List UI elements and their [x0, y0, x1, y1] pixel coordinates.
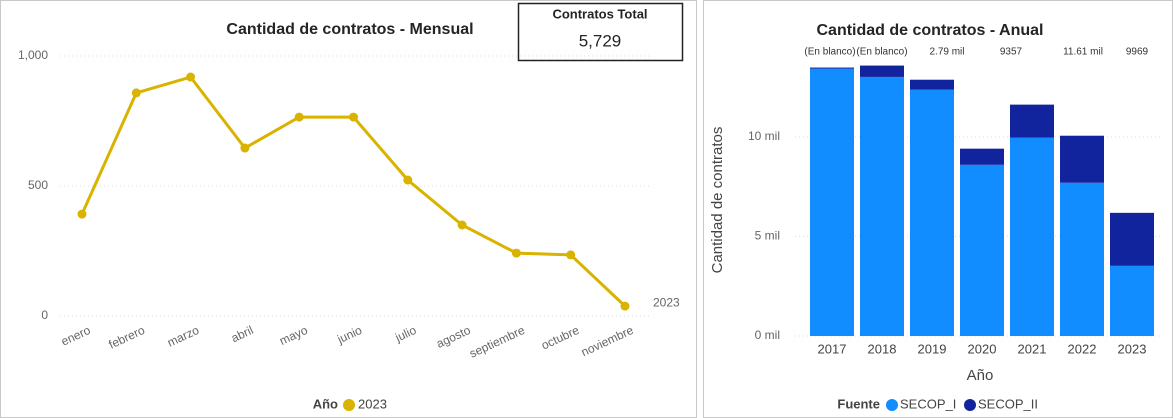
x-tick-label: 2018	[868, 341, 897, 356]
legend-title: Año	[313, 396, 338, 411]
line	[80, 75, 627, 308]
x-tick-label: febrero	[107, 323, 148, 352]
chart-title: Cantidad de contratos - Anual	[817, 22, 1044, 39]
bar-segment	[1110, 265, 1154, 336]
legend-label: 2023	[358, 396, 387, 411]
x-tick-label: julio	[392, 323, 418, 345]
x-tick-label: 2023	[1118, 341, 1147, 356]
point	[131, 88, 141, 98]
bar-segment	[910, 89, 954, 336]
bar-segment	[810, 68, 854, 337]
annotation: 11.61 mil	[1063, 47, 1103, 58]
card-value: 5,729	[579, 31, 622, 50]
legend-label: SECOP_I	[900, 396, 956, 411]
bar-segment	[960, 164, 1004, 336]
x-tick-label: enero	[59, 323, 93, 349]
annotation: (En blanco)	[804, 47, 855, 58]
point	[511, 248, 521, 258]
x-tick-label: 2017	[818, 341, 847, 356]
bar-segment	[910, 79, 954, 90]
x-tick-label: 2019	[918, 341, 947, 356]
annotation: 2.79 mil	[929, 47, 964, 58]
bar-segment	[810, 67, 854, 69]
x-tick-label: 2020	[968, 341, 997, 356]
chart-title: Cantidad de contratos - Mensual	[226, 21, 473, 38]
bar-segment	[960, 148, 1004, 165]
point	[566, 250, 576, 260]
annotation: 9969	[1126, 47, 1149, 58]
legend-label: SECOP_II	[978, 396, 1038, 411]
bar-segment	[1010, 137, 1054, 336]
point	[77, 209, 87, 219]
y-tick-label: 10 mil	[748, 129, 780, 143]
legend-swatch	[886, 399, 898, 411]
y-tick-label: 500	[28, 178, 48, 192]
point	[403, 175, 413, 185]
x-tick-label: abril	[229, 323, 255, 345]
annotation: (En blanco)	[856, 47, 907, 58]
legend-swatch	[343, 399, 355, 411]
y-axis-title: Cantidad de contratos	[709, 127, 726, 274]
x-tick-label: septiembre	[467, 323, 527, 361]
card-title: Contratos Total	[552, 6, 647, 21]
series-label: 2023	[653, 295, 680, 309]
y-tick-label: 5 mil	[755, 229, 780, 243]
point	[240, 143, 250, 153]
x-tick-label: octubre	[539, 323, 581, 353]
legend-swatch	[964, 399, 976, 411]
point	[349, 112, 358, 122]
x-tick-label: agosto	[434, 323, 473, 351]
y-tick-label: 0 mil	[755, 328, 780, 342]
legend-title: Fuente	[837, 396, 880, 411]
y-tick-label: 1,000	[18, 48, 48, 62]
bar-segment	[1010, 104, 1054, 138]
annotation: 9357	[1000, 47, 1023, 58]
x-tick-label: 2022	[1068, 341, 1097, 356]
x-tick-label: junio	[334, 323, 364, 347]
point	[457, 220, 467, 230]
x-tick-label: noviembre	[579, 323, 636, 360]
point	[620, 301, 630, 311]
bar-segment	[1060, 135, 1104, 183]
x-tick-label: 2021	[1018, 341, 1047, 356]
bar-segment	[1110, 212, 1154, 266]
bar-segment	[1060, 182, 1104, 336]
point	[294, 112, 304, 122]
y-tick-label: 0	[41, 308, 48, 322]
x-tick-label: mayo	[277, 323, 310, 348]
x-axis-title: Año	[967, 367, 994, 384]
card	[517, 2, 684, 62]
bar-segment	[860, 65, 904, 77]
x-tick-label: marzo	[165, 323, 201, 350]
point	[186, 72, 196, 82]
bar-segment	[860, 76, 904, 336]
